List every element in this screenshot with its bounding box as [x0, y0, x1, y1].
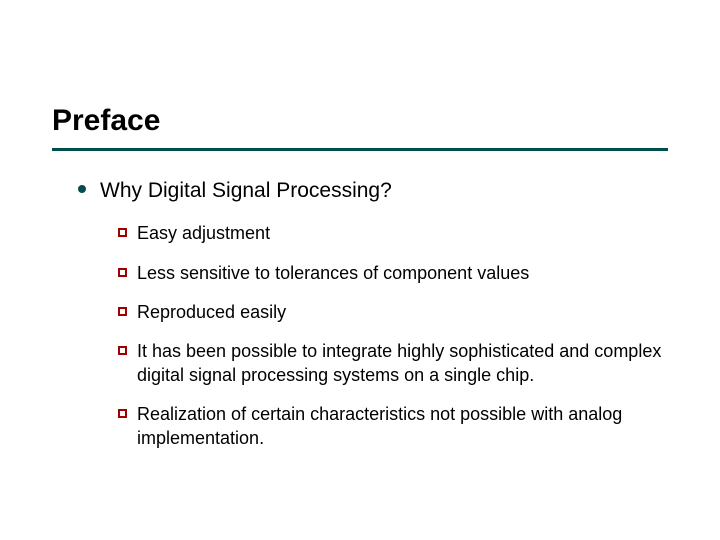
level2-item: Realization of certain characteristics n… — [118, 403, 668, 450]
bullet-square-icon — [118, 228, 127, 237]
bullet-square-icon — [118, 409, 127, 418]
title-area: Preface — [0, 0, 720, 138]
slide: Preface Why Digital Signal Processing? E… — [0, 0, 720, 540]
level1-text: Why Digital Signal Processing? — [100, 177, 392, 204]
content-area: Why Digital Signal Processing? Easy adju… — [0, 151, 720, 450]
bullet-square-icon — [118, 307, 127, 316]
level2-text: Easy adjustment — [137, 222, 270, 245]
bullet-square-icon — [118, 268, 127, 277]
level2-text: It has been possible to integrate highly… — [137, 340, 668, 387]
slide-title: Preface — [52, 104, 720, 138]
level2-group: Easy adjustment Less sensitive to tolera… — [78, 222, 668, 450]
bullet-dot-icon — [78, 185, 86, 193]
level2-text: Less sensitive to tolerances of componen… — [137, 262, 529, 285]
level2-item: Less sensitive to tolerances of componen… — [118, 262, 668, 285]
bullet-square-icon — [118, 346, 127, 355]
level1-item: Why Digital Signal Processing? — [78, 177, 668, 204]
level2-item: Reproduced easily — [118, 301, 668, 324]
level2-item: Easy adjustment — [118, 222, 668, 245]
level2-text: Reproduced easily — [137, 301, 286, 324]
level2-item: It has been possible to integrate highly… — [118, 340, 668, 387]
level2-text: Realization of certain characteristics n… — [137, 403, 668, 450]
